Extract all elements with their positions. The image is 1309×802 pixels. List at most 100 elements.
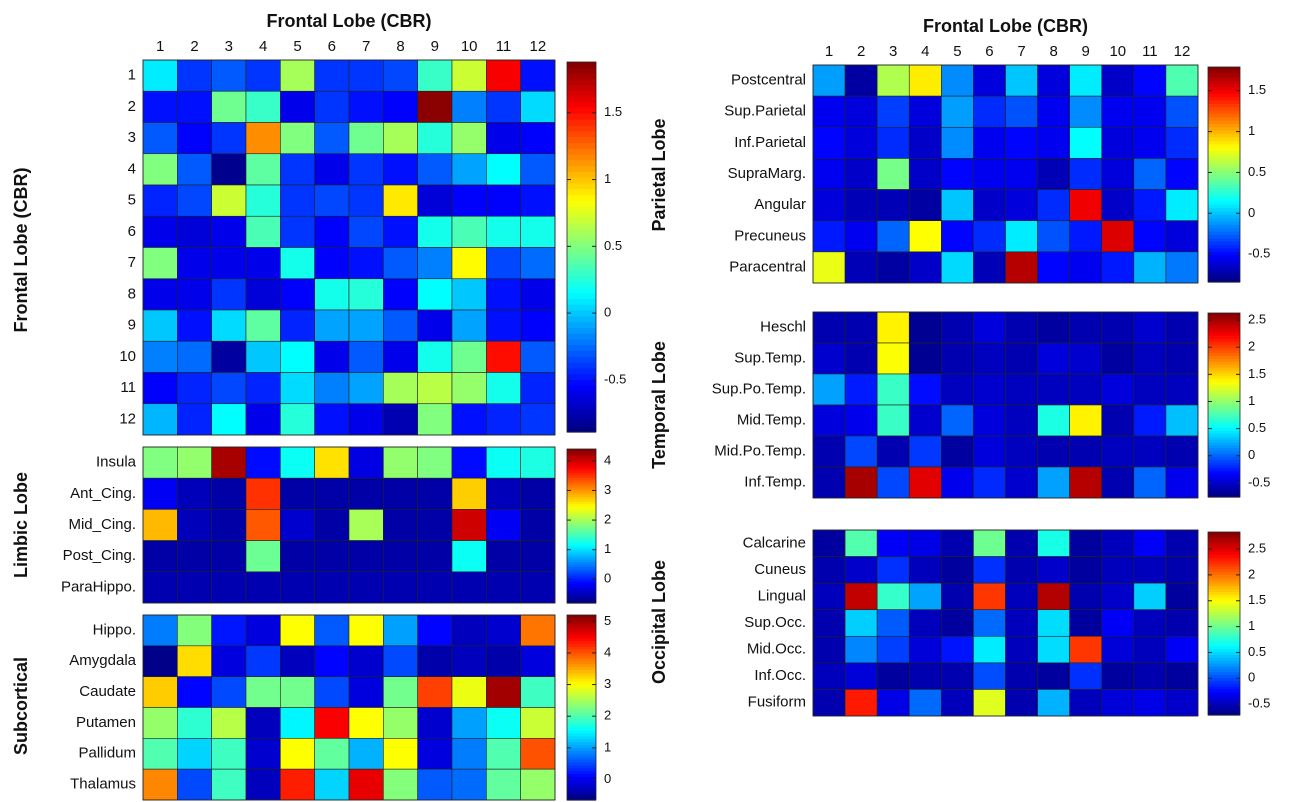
heatmap-cell xyxy=(941,662,974,690)
heatmap-cell xyxy=(941,556,974,584)
heatmap-cell xyxy=(314,571,350,604)
colorbar-step xyxy=(1208,465,1240,469)
heatmap-cell xyxy=(314,215,350,248)
colorbar-step xyxy=(567,695,596,700)
heatmap-cell xyxy=(451,122,487,155)
colorbar-step xyxy=(1208,393,1240,397)
colorbar-step xyxy=(567,730,596,735)
colorbar-step xyxy=(567,562,596,566)
colorbar-step xyxy=(567,598,596,602)
heatmap-cell xyxy=(520,676,556,708)
heatmap-cell xyxy=(314,122,350,155)
heatmap-cell xyxy=(908,342,942,375)
heatmap-cell xyxy=(142,215,178,248)
heatmap-cell xyxy=(383,403,418,436)
heatmap-cell xyxy=(280,676,315,708)
x-tick-label: 1 xyxy=(156,38,164,55)
heatmap-cell xyxy=(1037,662,1070,690)
colorbar-step xyxy=(1208,646,1240,650)
heatmap-cell xyxy=(348,645,384,677)
colorbar-step xyxy=(567,641,596,645)
y-axis-label: Limbic Lobe xyxy=(11,472,31,578)
heatmap-cell xyxy=(1165,342,1199,375)
colorbar-tick-label: 1 xyxy=(1248,393,1255,408)
colorbar-step xyxy=(1208,124,1240,129)
colorbar-step xyxy=(567,339,596,346)
heatmap-cell xyxy=(177,309,212,342)
x-tick-label: 5 xyxy=(293,38,301,55)
heatmap-cell xyxy=(348,768,384,801)
colorbar-step xyxy=(567,281,596,289)
colorbar-step xyxy=(567,482,596,486)
heatmap-cell xyxy=(211,278,247,311)
colorbar-step xyxy=(567,403,596,410)
heatmap-cell xyxy=(451,477,487,510)
heatmap-cell xyxy=(142,446,178,479)
y-tick-label: Hippo. xyxy=(93,621,136,638)
heatmap-cell xyxy=(142,738,178,770)
colorbar-step xyxy=(1208,606,1240,610)
heatmap-cell xyxy=(211,153,247,186)
colorbar-step xyxy=(1208,586,1240,590)
heatmap-cell xyxy=(1165,189,1199,222)
heatmap-cell xyxy=(1133,189,1167,222)
heatmap-cell xyxy=(417,184,453,217)
heatmap-cell xyxy=(142,247,178,280)
colorbar-step xyxy=(1208,315,1240,320)
heatmap-cell xyxy=(941,529,974,557)
colorbar-step xyxy=(567,368,596,375)
heatmap-cell xyxy=(973,64,1006,97)
heatmap-cell xyxy=(417,738,453,770)
heatmap-cell xyxy=(245,446,281,479)
colorbar-step xyxy=(1208,204,1240,209)
x-tick-label: 12 xyxy=(1174,43,1191,60)
heatmap-cell xyxy=(417,509,453,541)
colorbar-step xyxy=(567,212,596,219)
heatmap-cell xyxy=(1069,158,1103,190)
heatmap-cell xyxy=(451,509,487,541)
colorbar-step xyxy=(567,550,596,554)
colorbar-step xyxy=(567,322,596,329)
heatmap-cell xyxy=(941,220,974,253)
colorbar-step xyxy=(567,218,596,225)
colorbar-step xyxy=(1208,566,1240,570)
heatmap-cell xyxy=(1069,635,1103,664)
colorbar-step xyxy=(567,142,596,150)
y-tick-label: Thalamus xyxy=(70,776,136,793)
heatmap-cell xyxy=(486,738,521,770)
heatmap-cell xyxy=(1037,158,1070,190)
colorbar-step xyxy=(567,485,596,489)
colorbar-step xyxy=(1208,137,1240,142)
heatmap-cell xyxy=(383,477,418,510)
heatmap-cell xyxy=(1101,529,1135,557)
y-tick-label: Heschl xyxy=(760,318,806,335)
heatmap-cell xyxy=(1005,556,1038,584)
heatmap-cell xyxy=(812,404,846,437)
heatmap-cell xyxy=(1133,126,1167,159)
heatmap-cell xyxy=(314,768,350,801)
heatmap-cell xyxy=(1165,556,1199,584)
colorbar-step xyxy=(1208,709,1240,713)
colorbar-step xyxy=(1208,683,1240,688)
heatmap-cell xyxy=(1133,220,1167,253)
colorbar-step xyxy=(567,576,596,580)
heatmap-cell xyxy=(908,126,942,159)
heatmap-cell xyxy=(417,247,453,280)
heatmap-cell xyxy=(812,435,846,468)
heatmap-cell xyxy=(417,768,453,801)
heatmap-cell xyxy=(451,446,487,479)
x-tick-label: 6 xyxy=(985,43,993,60)
heatmap-cell xyxy=(1069,95,1103,128)
colorbar-step xyxy=(567,776,596,781)
colorbar-step xyxy=(1208,410,1240,415)
heatmap-cell xyxy=(486,446,521,479)
colorbar-step xyxy=(567,465,596,469)
heatmap-cell xyxy=(142,707,178,739)
colorbar-step xyxy=(567,487,596,491)
colorbar-step xyxy=(567,391,596,398)
colorbar-step xyxy=(567,643,596,648)
y-tick-label: Fusiform xyxy=(748,694,806,711)
colorbar-step xyxy=(567,96,596,104)
heatmap-cell xyxy=(812,158,846,190)
colorbar-step xyxy=(1208,114,1240,118)
